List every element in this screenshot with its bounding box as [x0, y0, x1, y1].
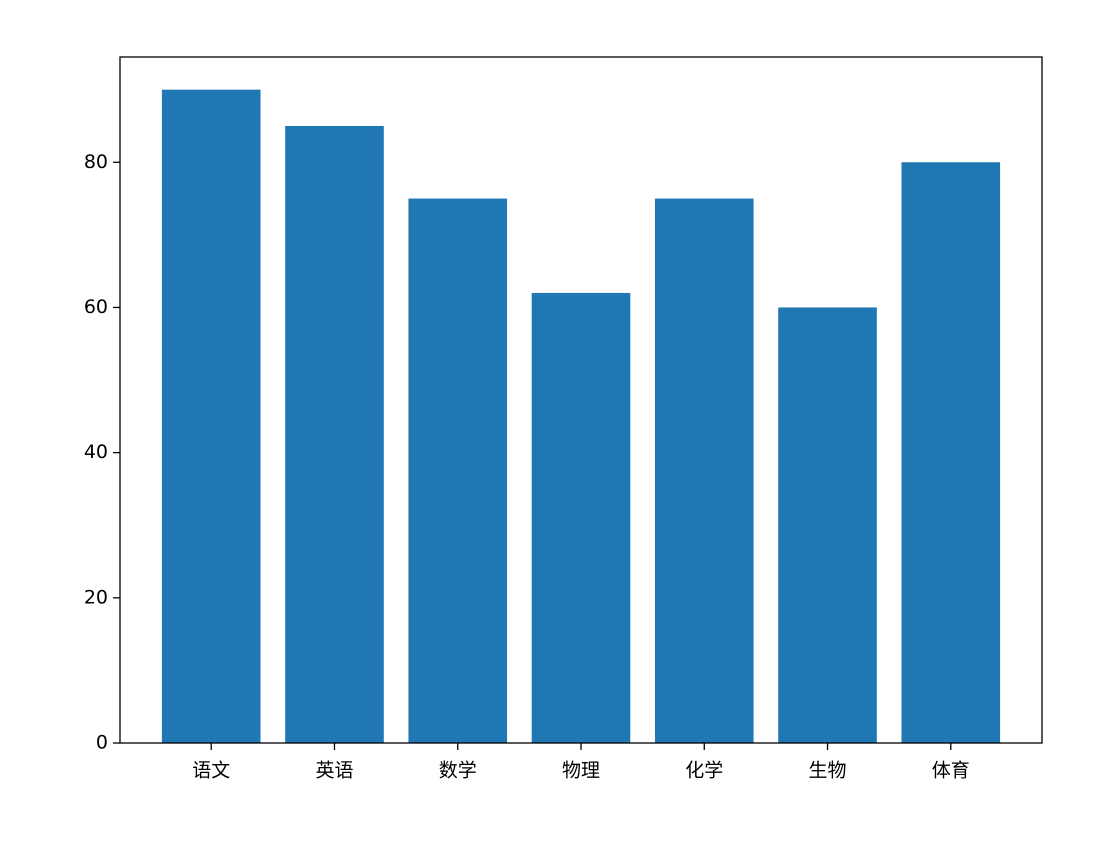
bar: [531, 292, 631, 743]
bar: [654, 198, 754, 744]
y-tick-label: 20: [84, 586, 108, 608]
y-tick-label: 60: [84, 296, 108, 318]
bar: [161, 89, 261, 743]
x-tick-label: 化学: [685, 760, 723, 782]
y-tick-label: 40: [84, 441, 108, 463]
y-tick-label: 80: [84, 151, 108, 173]
x-tick-label: 数学: [439, 760, 477, 782]
bar: [901, 162, 1001, 743]
bar: [408, 198, 508, 744]
bar: [778, 307, 877, 743]
axes-frame: [119, 56, 1043, 744]
x-tick-label: 体育: [932, 760, 970, 782]
x-tick-label: 语文: [192, 760, 230, 782]
x-tick-label: 英语: [315, 760, 353, 782]
bar: [285, 125, 384, 744]
x-tick-label: 生物: [809, 760, 847, 782]
x-tick-label: 物理: [562, 760, 600, 782]
y-tick-label: 0: [96, 732, 108, 754]
